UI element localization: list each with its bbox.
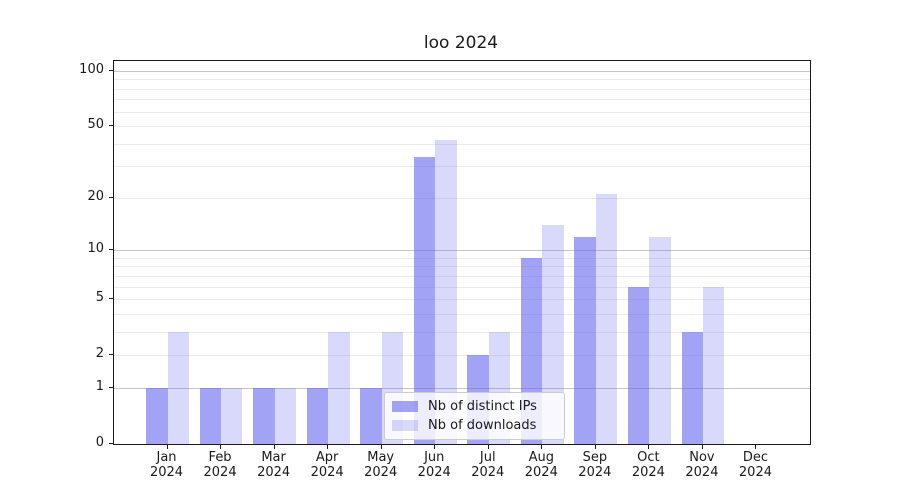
x-tick [541, 445, 543, 449]
major-gridline [114, 387, 810, 389]
legend-entry-downloads: Nb of downloads [392, 418, 556, 433]
x-tick [755, 445, 757, 449]
x-tick-label: Aug 2024 [524, 450, 558, 480]
x-tick [220, 445, 222, 449]
y-tick [109, 249, 113, 251]
bar-distinct-ips-nov [681, 331, 703, 444]
minor-gridline [114, 166, 810, 168]
bar-downloads-jan [167, 331, 189, 444]
x-tick [380, 445, 382, 449]
x-tick [487, 445, 489, 449]
x-tick-label: Jan 2024 [149, 450, 184, 480]
y-tick [109, 354, 113, 356]
minor-gridline [114, 111, 810, 113]
y-tick [109, 196, 113, 198]
minor-gridline [114, 197, 810, 199]
bar-downloads-nov [702, 286, 725, 444]
minor-gridline [114, 286, 810, 288]
y-tick-label: 0 [95, 435, 104, 450]
minor-gridline [114, 88, 810, 90]
y-tick-label: 1 [95, 378, 104, 394]
minor-gridline [114, 299, 810, 301]
y-tick-label: 10 [87, 241, 104, 257]
x-tick [701, 445, 703, 449]
x-tick-label: Apr 2024 [310, 450, 344, 480]
bar-distinct-ips-oct [627, 286, 650, 444]
legend-entry-distinct-ips: Nb of distinct IPs [392, 399, 556, 414]
x-tick [434, 445, 436, 449]
x-tick-label: Sep 2024 [578, 450, 612, 480]
minor-gridline [114, 79, 810, 81]
x-tick-label: Jul 2024 [471, 450, 505, 480]
x-tick-label: Dec 2024 [738, 450, 772, 480]
bar-downloads-aug [542, 225, 564, 444]
y-tick-label: 20 [87, 188, 104, 204]
y-tick-label: 2 [95, 346, 104, 362]
x-tick [166, 445, 168, 449]
minor-gridline [114, 331, 810, 333]
bar-distinct-ips-sep [574, 236, 596, 444]
bar-downloads-mar [274, 387, 297, 444]
legend-label-downloads: Nb of downloads [428, 418, 537, 433]
y-tick-label: 5 [95, 290, 104, 306]
y-tick [109, 125, 113, 127]
plot-area: Nb of distinct IPs Nb of downloads [113, 60, 811, 445]
bar-downloads-feb [221, 387, 243, 444]
minor-gridline [114, 257, 810, 259]
legend-swatch-downloads [392, 420, 418, 431]
y-tick [109, 70, 113, 71]
x-tick [273, 445, 275, 449]
bar-distinct-ips-apr [306, 387, 329, 444]
legend-label-distinct-ips: Nb of distinct IPs [428, 399, 537, 414]
y-tick [109, 298, 113, 300]
x-tick-label: Jun 2024 [417, 450, 451, 480]
minor-gridline [114, 355, 810, 357]
minor-gridline [114, 266, 810, 268]
minor-gridline [114, 99, 810, 101]
y-tick [109, 443, 113, 444]
x-tick [648, 445, 650, 449]
y-tick-label: 100 [79, 62, 104, 77]
bar-downloads-apr [328, 331, 350, 444]
y-tick-label: 50 [87, 117, 104, 133]
x-tick [327, 445, 329, 449]
legend-swatch-distinct-ips [392, 401, 418, 412]
bar-distinct-ips-may [360, 387, 382, 444]
legend: Nb of distinct IPs Nb of downloads [384, 392, 565, 440]
bar-distinct-ips-jun [413, 156, 436, 444]
y-tick [109, 386, 113, 388]
x-tick-label: Feb 2024 [203, 450, 237, 480]
bar-distinct-ips-feb [199, 387, 222, 444]
x-tick-label: May 2024 [364, 450, 398, 480]
x-tick-label: Oct 2024 [631, 450, 665, 480]
x-tick-label: Mar 2024 [257, 450, 291, 480]
x-tick [594, 445, 596, 449]
minor-gridline [114, 126, 810, 128]
x-tick-label: Nov 2024 [685, 450, 719, 480]
major-gridline [114, 71, 810, 72]
bar-distinct-ips-mar [253, 387, 275, 444]
bar-downloads-sep [595, 194, 618, 444]
bar-distinct-ips-jan [146, 387, 168, 444]
minor-gridline [114, 313, 810, 315]
major-gridline [114, 250, 810, 252]
chart-title: loo 2024 [423, 33, 499, 53]
bar-downloads-oct [649, 236, 671, 444]
minor-gridline [114, 275, 810, 277]
bar-downloads-jun [435, 140, 457, 444]
minor-gridline [114, 143, 810, 145]
